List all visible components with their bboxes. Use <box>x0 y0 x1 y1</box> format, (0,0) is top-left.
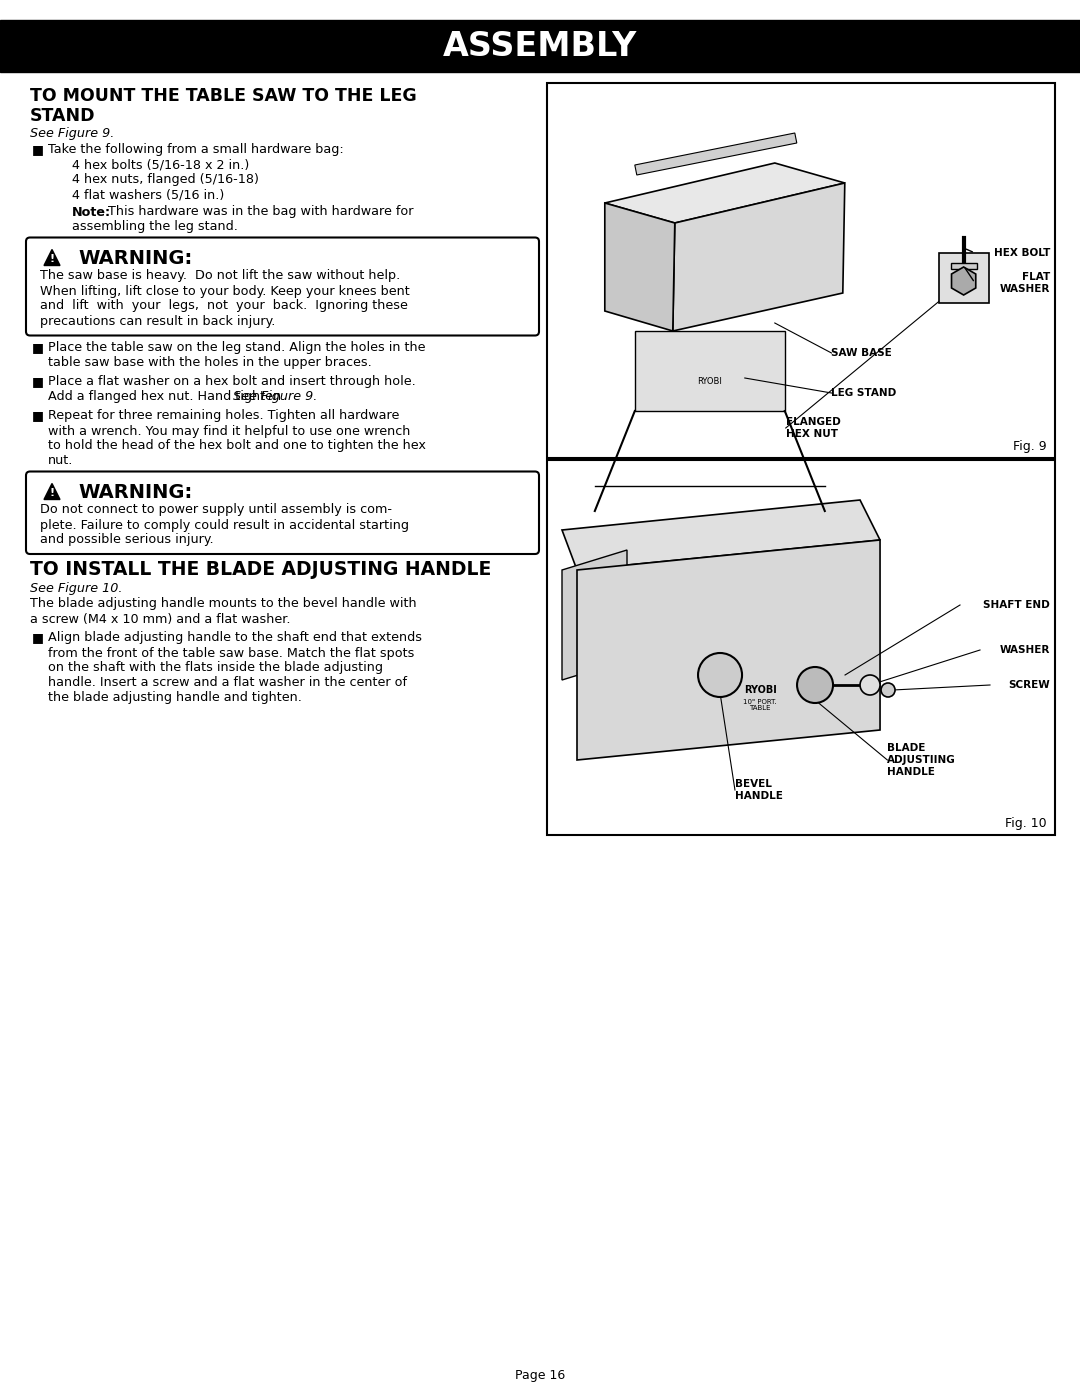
Text: Align blade adjusting handle to the shaft end that extends: Align blade adjusting handle to the shaf… <box>48 631 422 644</box>
Text: Place the table saw on the leg stand. Align the holes in the: Place the table saw on the leg stand. Al… <box>48 341 426 355</box>
Text: with a wrench. You may find it helpful to use one wrench: with a wrench. You may find it helpful t… <box>48 425 410 437</box>
Text: 4 flat washers (5/16 in.): 4 flat washers (5/16 in.) <box>72 189 225 201</box>
Text: The saw base is heavy.  Do not lift the saw without help.: The saw base is heavy. Do not lift the s… <box>40 270 401 282</box>
Text: Fig. 10: Fig. 10 <box>1005 817 1047 830</box>
Text: The blade adjusting handle mounts to the bevel handle with: The blade adjusting handle mounts to the… <box>30 598 417 610</box>
Text: WARNING:: WARNING: <box>78 249 192 267</box>
Polygon shape <box>44 250 60 265</box>
Text: plete. Failure to comply could result in accidental starting: plete. Failure to comply could result in… <box>40 518 409 531</box>
Text: to hold the head of the hex bolt and one to tighten the hex: to hold the head of the hex bolt and one… <box>48 440 426 453</box>
Polygon shape <box>605 163 845 224</box>
Polygon shape <box>605 203 675 331</box>
Text: See Figure 10.: See Figure 10. <box>30 583 122 595</box>
Text: When lifting, lift close to your body. Keep your knees bent: When lifting, lift close to your body. K… <box>40 285 409 298</box>
Text: Page 16: Page 16 <box>515 1369 565 1382</box>
Polygon shape <box>673 183 845 331</box>
Text: ■: ■ <box>32 144 44 156</box>
Text: ASSEMBLY: ASSEMBLY <box>443 29 637 63</box>
Text: SAW BASE: SAW BASE <box>832 348 892 358</box>
Text: Repeat for three remaining holes. Tighten all hardware: Repeat for three remaining holes. Tighte… <box>48 409 400 422</box>
Polygon shape <box>635 331 785 411</box>
Text: assembling the leg stand.: assembling the leg stand. <box>72 219 238 233</box>
Text: RYOBI: RYOBI <box>698 377 723 386</box>
FancyBboxPatch shape <box>26 472 539 555</box>
Polygon shape <box>44 483 60 500</box>
Text: ■: ■ <box>32 341 44 355</box>
Text: BLADE
ADJUSTIING
HANDLE: BLADE ADJUSTIING HANDLE <box>888 743 956 777</box>
FancyBboxPatch shape <box>26 237 539 335</box>
Text: ■: ■ <box>32 409 44 422</box>
Circle shape <box>698 652 742 697</box>
Text: Place a flat washer on a hex bolt and insert through hole.: Place a flat washer on a hex bolt and in… <box>48 376 416 388</box>
Polygon shape <box>562 500 880 570</box>
Text: Add a flanged hex nut. Hand tighten.: Add a flanged hex nut. Hand tighten. <box>48 390 289 402</box>
Text: nut.: nut. <box>48 454 73 468</box>
Text: RYOBI: RYOBI <box>744 685 777 694</box>
Text: ■: ■ <box>32 631 44 644</box>
Polygon shape <box>939 253 988 303</box>
Bar <box>546 82 1055 458</box>
Text: precautions can result in back injury.: precautions can result in back injury. <box>40 314 275 327</box>
Polygon shape <box>950 263 976 270</box>
Text: TO INSTALL THE BLADE ADJUSTING HANDLE: TO INSTALL THE BLADE ADJUSTING HANDLE <box>30 560 491 578</box>
Text: a screw (M4 x 10 mm) and a flat washer.: a screw (M4 x 10 mm) and a flat washer. <box>30 612 291 626</box>
Text: the blade adjusting handle and tighten.: the blade adjusting handle and tighten. <box>48 692 302 704</box>
Text: from the front of the table saw base. Match the flat spots: from the front of the table saw base. Ma… <box>48 647 415 659</box>
Text: STAND: STAND <box>30 108 95 124</box>
Text: Take the following from a small hardware bag:: Take the following from a small hardware… <box>48 144 343 156</box>
Text: SCREW: SCREW <box>1009 680 1050 690</box>
Text: This hardware was in the bag with hardware for: This hardware was in the bag with hardwa… <box>108 205 414 218</box>
Text: 10" PORT.
TABLE: 10" PORT. TABLE <box>743 698 777 711</box>
Polygon shape <box>635 133 797 175</box>
Text: 4 hex nuts, flanged (5/16-18): 4 hex nuts, flanged (5/16-18) <box>72 173 259 187</box>
Text: WARNING:: WARNING: <box>78 482 192 502</box>
Text: TO MOUNT THE TABLE SAW TO THE LEG: TO MOUNT THE TABLE SAW TO THE LEG <box>30 87 417 105</box>
Circle shape <box>881 683 895 697</box>
Text: HEX BOLT: HEX BOLT <box>994 249 1050 258</box>
Bar <box>0 20 1080 73</box>
Text: Fig. 9: Fig. 9 <box>1013 440 1047 453</box>
Text: SHAFT END: SHAFT END <box>983 599 1050 610</box>
Polygon shape <box>562 550 627 680</box>
Text: WASHER: WASHER <box>1000 645 1050 655</box>
Text: !: ! <box>50 254 55 264</box>
Text: BEVEL
HANDLE: BEVEL HANDLE <box>735 780 783 800</box>
Text: See Figure 9.: See Figure 9. <box>233 390 318 402</box>
Text: Do not connect to power supply until assembly is com-: Do not connect to power supply until ass… <box>40 503 392 517</box>
Polygon shape <box>577 541 880 760</box>
Text: FLANGED
HEX NUT: FLANGED HEX NUT <box>786 418 840 439</box>
Text: LEG STAND: LEG STAND <box>832 388 896 398</box>
Circle shape <box>860 675 880 694</box>
Text: ■: ■ <box>32 376 44 388</box>
Text: Note:: Note: <box>72 205 111 218</box>
Circle shape <box>797 666 833 703</box>
Text: on the shaft with the flats inside the blade adjusting: on the shaft with the flats inside the b… <box>48 662 383 675</box>
Text: table saw base with the holes in the upper braces.: table saw base with the holes in the upp… <box>48 356 372 369</box>
Text: FLAT
WASHER: FLAT WASHER <box>1000 272 1050 293</box>
Bar <box>546 460 1055 835</box>
Text: 4 hex bolts (5/16-18 x 2 in.): 4 hex bolts (5/16-18 x 2 in.) <box>72 159 249 172</box>
Text: and  lift  with  your  legs,  not  your  back.  Ignoring these: and lift with your legs, not your back. … <box>40 299 408 313</box>
Text: handle. Insert a screw and a flat washer in the center of: handle. Insert a screw and a flat washer… <box>48 676 407 690</box>
Text: !: ! <box>50 489 55 499</box>
Text: See Figure 9.: See Figure 9. <box>30 127 114 140</box>
Text: and possible serious injury.: and possible serious injury. <box>40 534 214 546</box>
